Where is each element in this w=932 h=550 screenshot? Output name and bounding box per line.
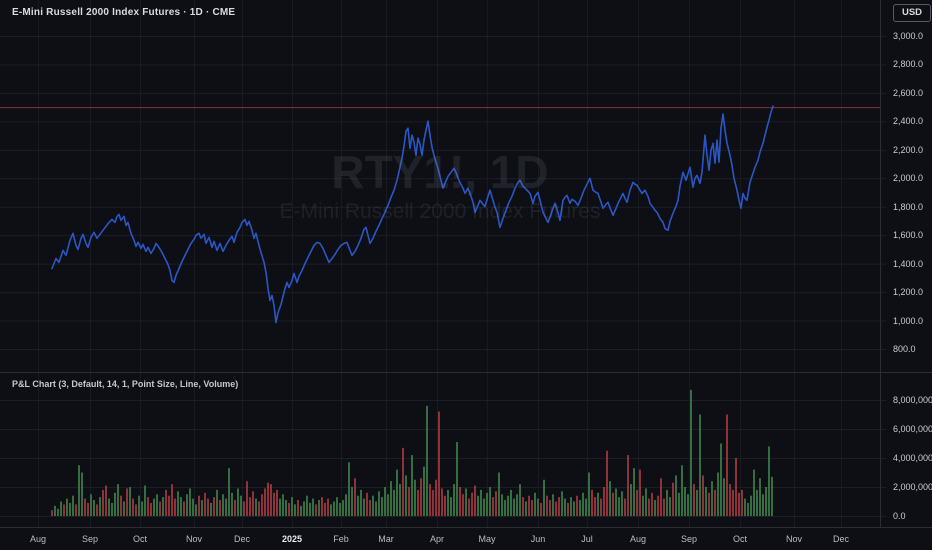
time-axis-label: Feb [333, 534, 349, 544]
volume-tick-label: 2,000,000.0 [893, 482, 932, 492]
price-tick-label: 1,600.0 [893, 230, 924, 241]
price-tick-label: 800.0 [893, 344, 916, 354]
price-tick-label: 1,800.0 [893, 201, 924, 212]
time-axis-label: Dec [832, 534, 850, 544]
time-axis-label: Dec [233, 534, 251, 544]
price-tick-label: 1,200.0 [893, 287, 924, 298]
price-line-series [51, 105, 774, 324]
time-axis-label: Oct [132, 534, 148, 544]
time-axis-label: Jun [530, 534, 546, 544]
price-tick-label: 1,000.0 [893, 315, 924, 326]
price-tick-label: 3,000.0 [893, 31, 924, 41]
time-axis-label: Mar [378, 534, 394, 544]
volume-tick-label: 8,000,000.0 [893, 395, 932, 405]
price-tick-label: 2,600.0 [893, 87, 924, 98]
volume-tick-label: 6,000,000.0 [893, 424, 932, 434]
volume-bars [51, 389, 773, 516]
currency-button[interactable]: USD [893, 4, 931, 22]
price-tick-label: 2,000.0 [893, 173, 924, 184]
volume-tick-label: 0.0 [893, 511, 906, 521]
time-axis-label: May [478, 534, 496, 544]
time-axis[interactable]: Aug Sep Oct Nov Dec 2025 Feb Mar Apr May Jun Jul Aug… [0, 534, 932, 548]
time-axis-label: Sep [680, 534, 698, 544]
time-axis-label: Nov [785, 534, 803, 544]
time-axis-label: Aug [629, 534, 647, 544]
time-axis-label: Jul [581, 534, 593, 544]
volume-tick-label: 4,000,000.0 [893, 453, 932, 463]
time-axis-label: Nov [185, 534, 203, 544]
time-axis-label: Aug [29, 534, 47, 544]
price-tick-label: 2,400.0 [893, 116, 924, 127]
pnl-indicator-legend[interactable]: P&L Chart (3, Default, 14, 1, Point Size… [12, 379, 239, 389]
price-tick-label: 1,400.0 [893, 258, 924, 269]
time-axis-label: 2025 [281, 534, 303, 544]
time-axis-label: Sep [81, 534, 99, 544]
time-axis-label: Oct [732, 534, 748, 544]
time-axis-label: Apr [429, 534, 445, 544]
price-axis[interactable]: 3,000.0 2,800.0 2,600.0 2,400.0 2,200.0 2,000… [880, 0, 932, 372]
price-tick-label: 2,800.0 [893, 59, 924, 70]
price-tick-label: 2,200.0 [893, 144, 924, 155]
symbol-legend[interactable]: E-Mini Russell 2000 Index Futures · 1D ·… [12, 7, 236, 18]
volume-axis[interactable]: 8,000,000.0 6,000,000.0 4,000,000.0 2,000,0… [880, 372, 932, 527]
